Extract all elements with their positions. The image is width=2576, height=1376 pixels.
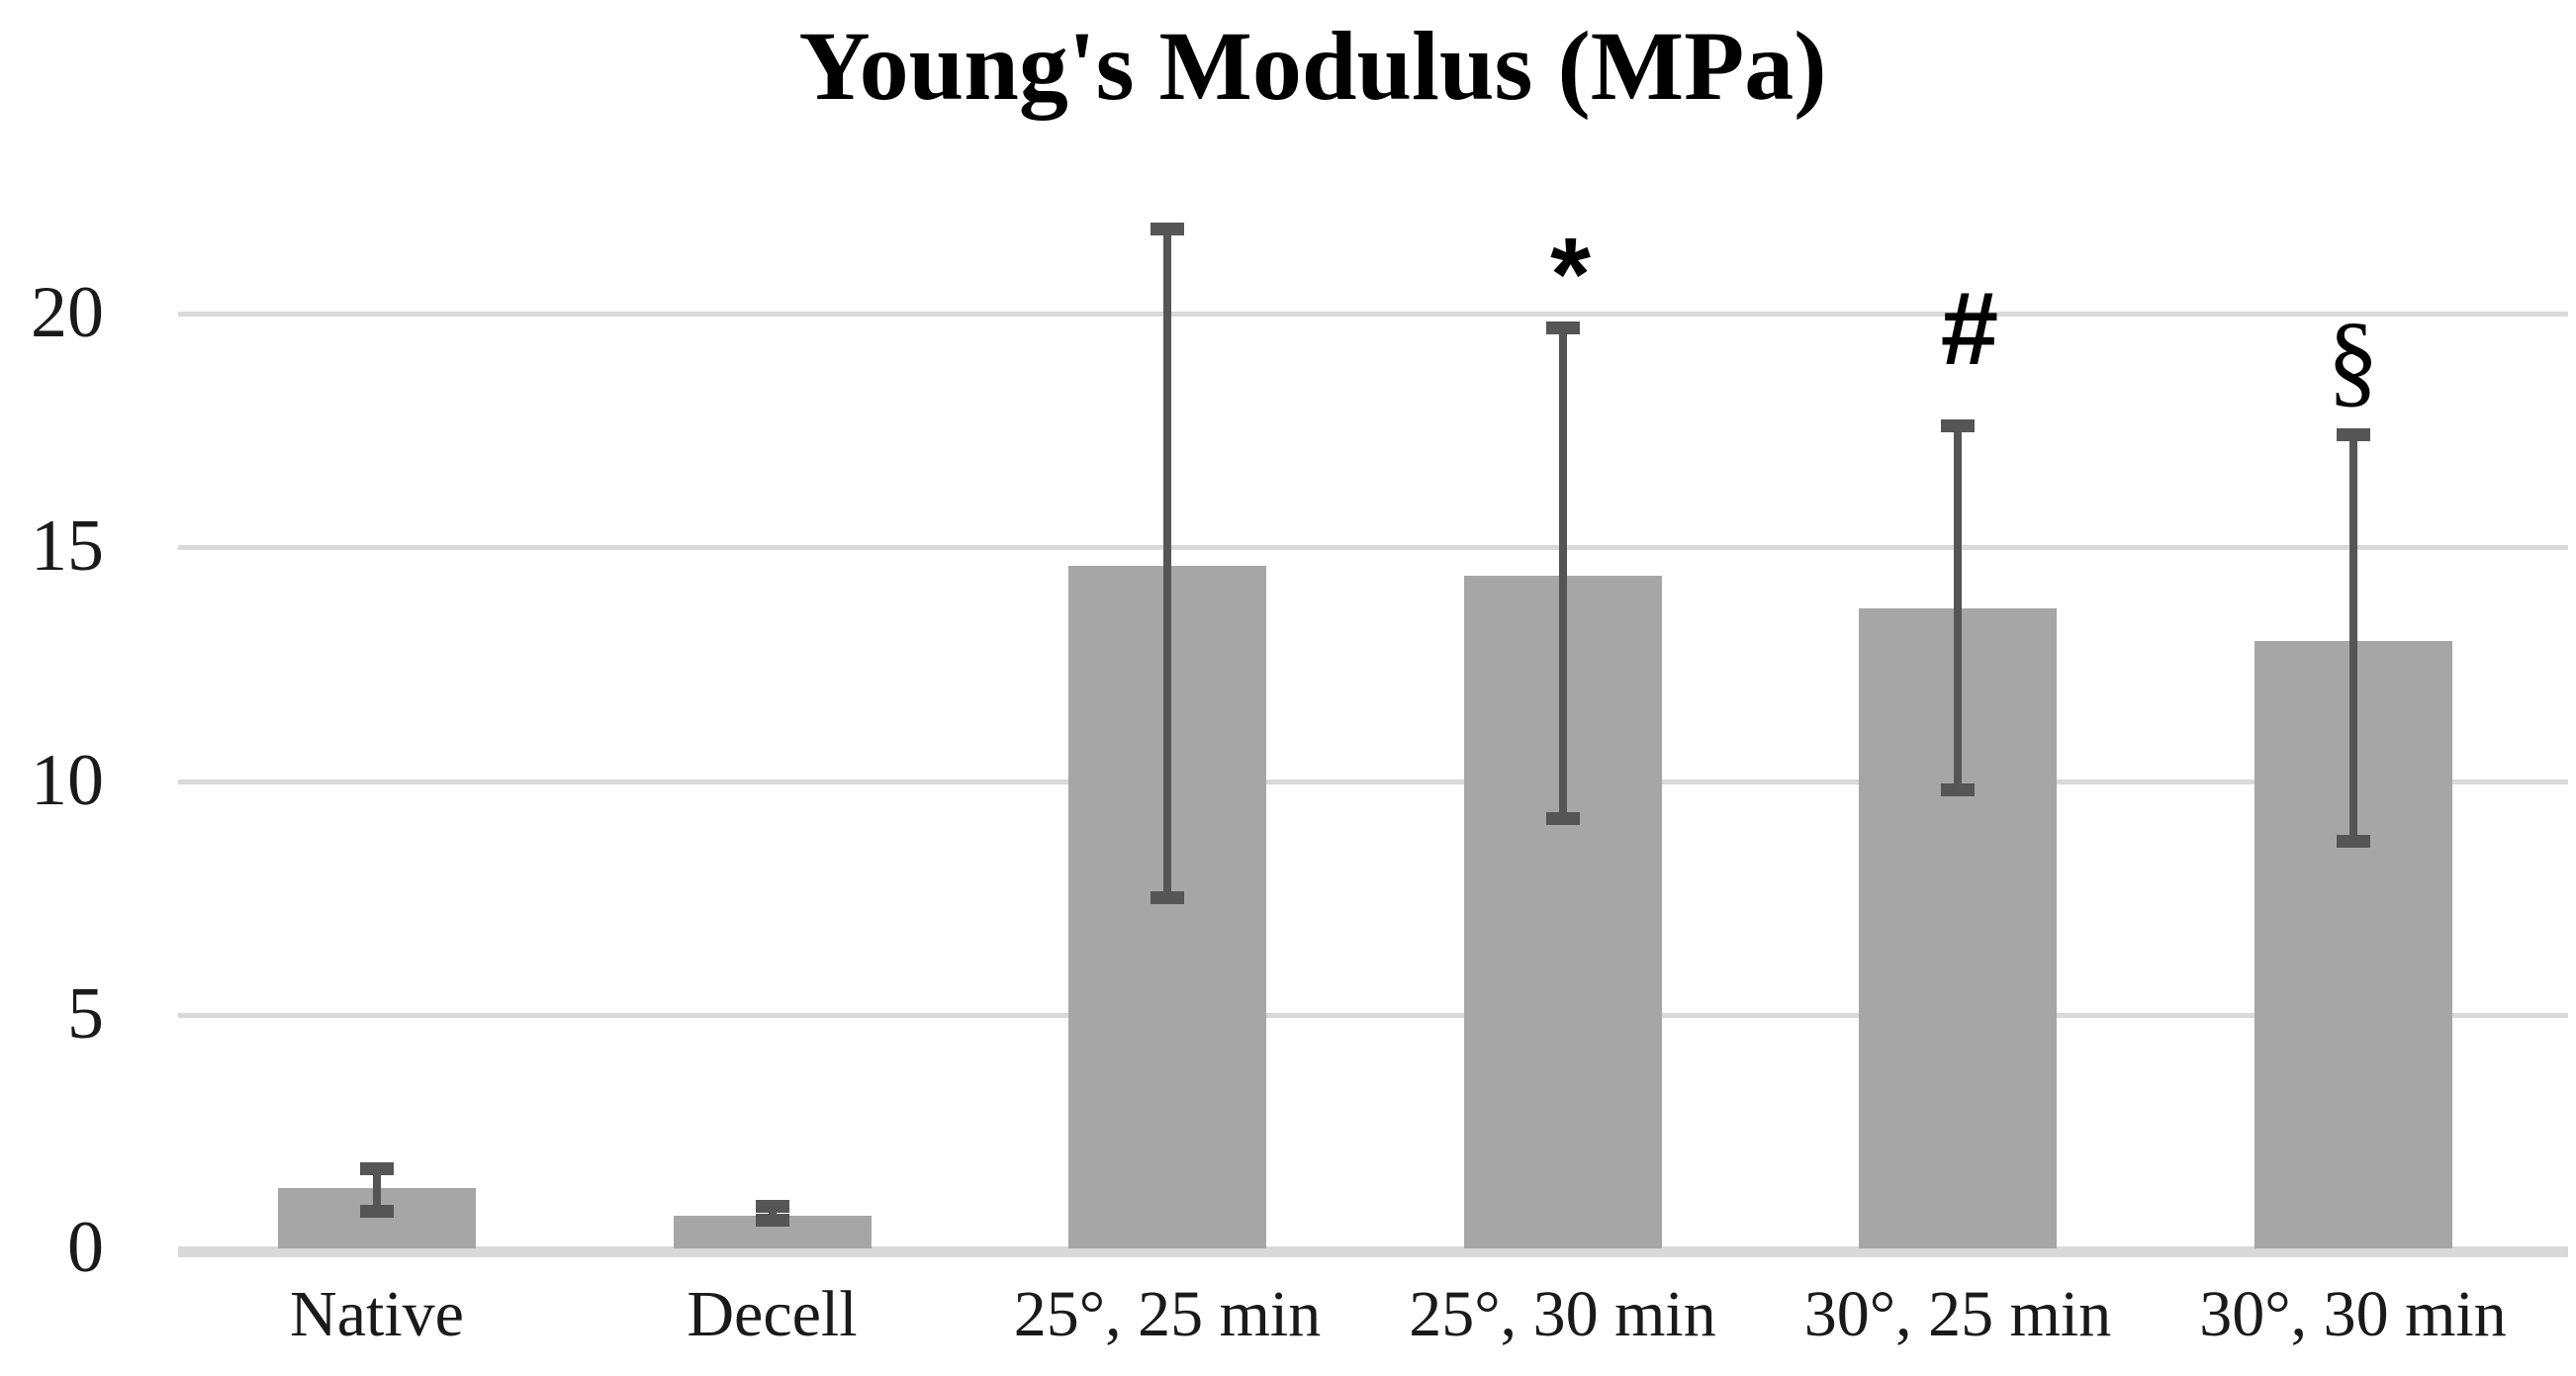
error-bar-whisker-30-30-min: [2348, 434, 2357, 842]
gridline-10: [178, 779, 2568, 784]
x-axis-category-label-30-25-min: 30°, 25 min: [1803, 1278, 2112, 1350]
error-bar-whisker-25-30-min: [1558, 327, 1567, 819]
error-bar-whisker-25-25-min: [1163, 229, 1171, 898]
significance-annotation-25-30-min: *: [1550, 217, 1591, 332]
error-bar-whisker-30-25-min: [1954, 425, 1962, 790]
error-bar-bottom-cap-30-25-min: [1941, 783, 1975, 797]
x-axis-category-label-decell: Decell: [687, 1278, 858, 1350]
x-axis-category-label-native: Native: [290, 1278, 464, 1350]
x-axis-category-label-30-30-min: 30°, 30 min: [2199, 1278, 2507, 1350]
error-bar-top-cap-30-30-min: [2336, 428, 2370, 442]
x-axis-line: [178, 1246, 2568, 1257]
error-bar-bottom-cap-30-30-min: [2336, 835, 2370, 849]
error-bar-top-cap-30-25-min: [1941, 418, 1975, 432]
error-bar-top-cap-native: [360, 1162, 394, 1176]
error-bar-whisker-decell: [768, 1206, 777, 1221]
y-axis-tick-label-10: 10: [31, 739, 104, 821]
error-bar-bottom-cap-decell: [755, 1214, 789, 1228]
significance-annotation-30-30-min: §: [2327, 301, 2379, 416]
error-bar-bottom-cap-native: [360, 1204, 394, 1218]
y-axis-tick-label-0: 0: [67, 1207, 104, 1288]
error-bar-whisker-native: [373, 1168, 381, 1212]
gridline-15: [178, 545, 2568, 551]
error-bar-bottom-cap-25-30-min: [1545, 811, 1580, 825]
significance-annotation-30-25-min: #: [1940, 271, 1999, 387]
chart-title: Young's Modulus (MPa): [798, 11, 1827, 121]
error-bar-bottom-cap-25-25-min: [1150, 891, 1184, 905]
error-bar-top-cap-25-25-min: [1150, 223, 1184, 236]
y-axis-tick-label-20: 20: [31, 272, 104, 353]
x-axis-category-label-25-30-min: 25°, 30 min: [1409, 1278, 1716, 1350]
x-axis-category-label-25-25-min: 25°, 25 min: [1013, 1278, 1322, 1350]
gridline-20: [178, 312, 2568, 317]
gridline-5: [178, 1012, 2568, 1018]
error-bar-top-cap-25-30-min: [1545, 321, 1580, 334]
y-axis-tick-label-15: 15: [31, 505, 104, 588]
y-axis-tick-label-5: 5: [67, 972, 104, 1055]
error-bar-top-cap-decell: [755, 1199, 789, 1213]
